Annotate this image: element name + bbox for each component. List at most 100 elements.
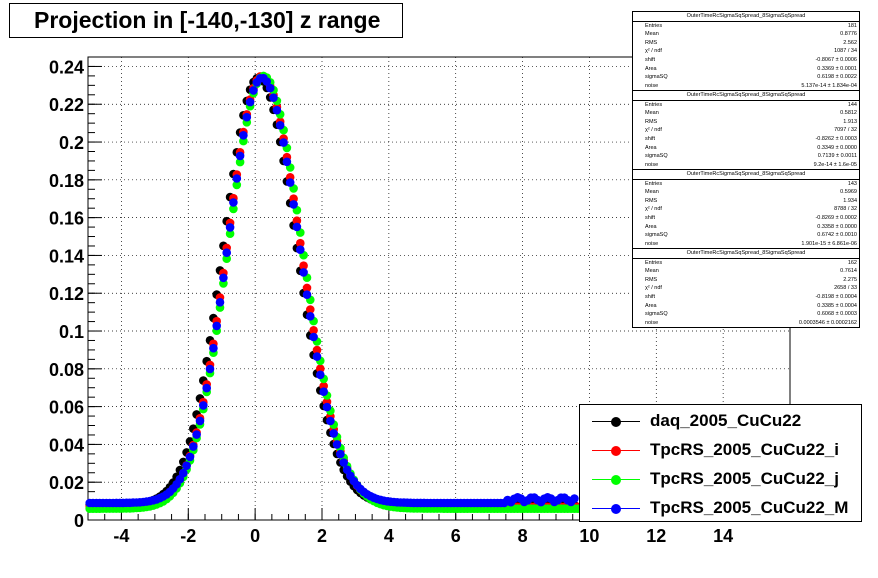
data-point-4: [265, 83, 275, 93]
stats-key: Area: [645, 144, 657, 151]
stats-key: Mean: [645, 189, 659, 196]
legend-entry: TpcRS_2005_CuCu22_M: [580, 496, 863, 522]
stats-value: 143: [847, 180, 857, 187]
x-tick-label: -4: [113, 526, 129, 546]
stats-key: Area: [645, 65, 657, 72]
x-tick-label: 12: [646, 526, 666, 546]
stats-value: 162: [847, 259, 857, 266]
stats-value: 144: [847, 101, 857, 108]
stats-row: Area 0.3358 ± 0.0000: [633, 223, 859, 232]
stats-value: -0.8262 ± 0.0003: [815, 135, 857, 142]
data-point-4: [306, 312, 315, 321]
data-point-4: [322, 402, 332, 412]
data-point-2: [302, 283, 312, 293]
stats-row: Mean 0.7614: [633, 267, 859, 276]
stats-row: RMS 1.934: [633, 197, 859, 206]
data-point-4: [192, 430, 201, 439]
stats-row: Entries 162: [633, 259, 859, 268]
stats-row: noise 9.2e-14 ± 1.6e-05: [633, 161, 859, 170]
stats-value: 0.3385 ± 0.0004: [817, 302, 857, 309]
legend-label: daq_2005_CuCu22: [650, 411, 802, 430]
x-tick-label: 6: [451, 526, 461, 546]
data-point-4: [570, 494, 579, 503]
data-point-4: [275, 121, 285, 130]
data-point-4: [312, 352, 322, 361]
data-point-4: [232, 174, 242, 183]
y-tick-label: 0.04: [49, 435, 84, 455]
chart-title: Projection in [-140,-130] z range: [9, 3, 403, 38]
data-point-4: [225, 223, 235, 232]
data-point-2: [299, 261, 308, 271]
stats-row: Area 0.3385 ± 0.0004: [633, 302, 859, 311]
data-point-4: [282, 157, 292, 167]
data-point-4: [272, 105, 282, 115]
stats-key: χ² / ndf: [645, 285, 662, 292]
stats-value: 1.901e-15 ± 6.861e-06: [801, 240, 857, 247]
stats-row: RMS 2.275: [633, 276, 859, 285]
stats-value: 2658 / 33: [834, 285, 857, 292]
stats-key: Mean: [645, 31, 659, 38]
data-point-4: [326, 416, 335, 426]
stats-row: sigmaSQ 0.7139 ± 0.0011: [633, 152, 859, 161]
legend-label: TpcRS_2005_CuCu22_j: [650, 469, 839, 488]
stats-key: χ² / ndf: [645, 127, 662, 134]
stats-key: noise: [645, 82, 659, 89]
stats-box: OuterTimeRcSigmaSqSpread_8SigmaSqSpread E…: [632, 169, 860, 250]
stats-key: Entries: [645, 259, 663, 266]
stats-key: Area: [645, 223, 657, 230]
stats-key: Mean: [645, 110, 659, 117]
stats-row: Entries 143: [633, 180, 859, 189]
stats-value: 0.8776: [840, 31, 857, 38]
stats-value: -0.8269 ± 0.0002: [815, 214, 857, 221]
stats-value: 0.3358 ± 0.0000: [817, 223, 857, 230]
stats-row: shift -0.8262 ± 0.0003: [633, 135, 859, 144]
data-point-4: [299, 268, 308, 277]
stats-value: 0.6068 ± 0.0003: [817, 311, 857, 318]
stats-key: Entries: [645, 22, 663, 29]
x-tick-label: 8: [518, 526, 528, 546]
y-tick-label: 0.2: [59, 133, 84, 153]
stats-value: -0.8067 ± 0.0006: [815, 56, 857, 63]
data-point-3: [235, 157, 245, 167]
stats-value: 0.0003546 ± 0.0002162: [798, 319, 857, 326]
data-point-4: [209, 343, 218, 353]
y-tick-label: 0.1: [59, 322, 84, 342]
stats-value: 8788 / 32: [834, 206, 857, 213]
stats-key: RMS: [645, 276, 658, 283]
data-point-4: [189, 442, 198, 451]
stats-row: Mean 0.5812: [633, 109, 859, 118]
stats-key: RMS: [645, 39, 658, 46]
x-tick-label: 4: [384, 526, 394, 546]
stats-row: χ² / ndf 1087 / 34: [633, 47, 859, 56]
stats-value: 9.2e-14 ± 1.6e-05: [813, 161, 857, 168]
data-point-4: [279, 138, 288, 147]
data-point-4: [296, 245, 305, 254]
stats-row: sigmaSQ 0.6742 ± 0.0010: [633, 231, 859, 240]
y-tick-label: 0.22: [49, 95, 84, 115]
legend-dot-marker: [611, 475, 621, 485]
stats-value: 0.3349 ± 0.0000: [817, 144, 857, 151]
data-point-4: [339, 458, 349, 467]
data-point-2: [296, 238, 305, 248]
data-point-4: [222, 248, 231, 257]
data-point-4: [319, 387, 329, 397]
stats-row: Mean 0.8776: [633, 30, 859, 39]
legend-entry: daq_2005_CuCu22: [580, 409, 863, 435]
stats-value: 0.7139 ± 0.0011: [817, 153, 857, 160]
stats-value: 0.5969: [840, 189, 857, 196]
stats-box-title: OuterTimeRcSigmaSqSpread_8SigmaSqSpread: [633, 91, 859, 101]
stats-value: 0.6742 ± 0.0010: [817, 232, 857, 239]
stats-row: sigmaSQ 0.6198 ± 0.0022: [633, 73, 859, 82]
data-point-4: [329, 429, 339, 438]
data-point-4: [212, 321, 221, 331]
data-point-4: [336, 449, 345, 459]
data-point-4: [185, 452, 195, 462]
stats-box: OuterTimeRcSigmaSqSpread_8SigmaSqSpread E…: [632, 11, 860, 92]
stats-row: Area 0.3349 ± 0.0000: [633, 144, 859, 153]
legend-dot-marker: [611, 446, 621, 456]
stats-key: sigmaSQ: [645, 153, 668, 160]
stats-value: 181: [847, 22, 857, 29]
data-point-4: [182, 461, 191, 471]
data-point-4: [229, 198, 238, 207]
x-tick-label: 14: [713, 526, 733, 546]
